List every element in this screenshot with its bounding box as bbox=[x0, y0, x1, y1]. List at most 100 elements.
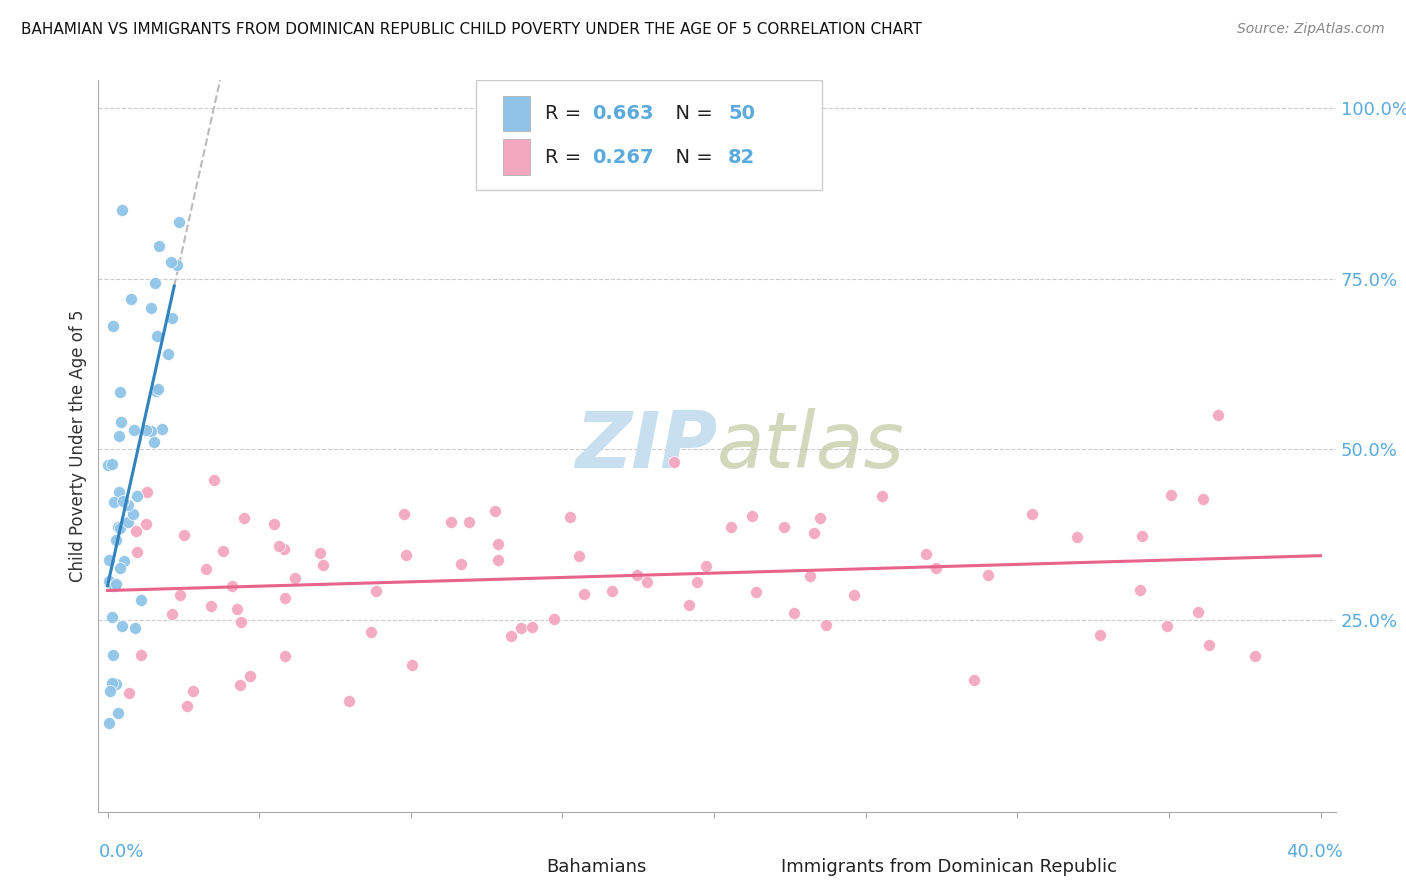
Point bbox=[103, 648, 125, 663]
Point bbox=[145, 328, 167, 343]
Point bbox=[510, 621, 533, 635]
Point bbox=[636, 574, 658, 589]
Point bbox=[499, 629, 522, 643]
FancyBboxPatch shape bbox=[475, 80, 823, 190]
Point bbox=[125, 524, 148, 538]
Text: 50: 50 bbox=[728, 103, 755, 123]
Point bbox=[145, 384, 167, 398]
Point bbox=[914, 547, 936, 561]
Y-axis label: Child Poverty Under the Age of 5: Child Poverty Under the Age of 5 bbox=[69, 310, 87, 582]
Point bbox=[104, 533, 127, 548]
Point bbox=[202, 473, 225, 487]
Point bbox=[108, 521, 131, 535]
Point bbox=[782, 606, 804, 620]
Point bbox=[221, 579, 243, 593]
Point bbox=[194, 562, 217, 576]
Point bbox=[520, 620, 543, 634]
Bar bbox=[503, 139, 530, 175]
Point bbox=[273, 542, 295, 557]
Point bbox=[1187, 605, 1209, 619]
Point bbox=[142, 434, 165, 449]
Point bbox=[339, 694, 361, 708]
Point bbox=[110, 203, 132, 218]
Point bbox=[457, 515, 479, 529]
Point bbox=[120, 292, 142, 306]
Text: Bahamians: Bahamians bbox=[547, 857, 647, 876]
Point bbox=[263, 517, 285, 532]
Point bbox=[366, 584, 388, 599]
Point bbox=[1066, 530, 1088, 544]
Point bbox=[229, 678, 252, 692]
Point bbox=[1090, 628, 1112, 642]
Point bbox=[121, 507, 143, 521]
Point bbox=[103, 494, 125, 508]
Point bbox=[173, 528, 195, 542]
Point bbox=[1198, 638, 1220, 652]
Point bbox=[284, 571, 307, 585]
Point bbox=[678, 598, 700, 612]
Point bbox=[484, 504, 506, 518]
Text: atlas: atlas bbox=[717, 408, 905, 484]
Point bbox=[200, 599, 222, 614]
Point bbox=[181, 684, 204, 698]
Bar bbox=[506, 855, 537, 878]
Point bbox=[267, 539, 290, 553]
Point bbox=[150, 422, 173, 436]
Point bbox=[141, 424, 163, 438]
Point bbox=[176, 698, 198, 713]
Point bbox=[842, 588, 865, 602]
Point bbox=[159, 255, 181, 269]
Point bbox=[110, 415, 132, 429]
Point bbox=[129, 648, 152, 663]
Bar bbox=[742, 855, 773, 878]
Point bbox=[600, 584, 623, 599]
Point bbox=[239, 669, 262, 683]
Point bbox=[440, 516, 463, 530]
Point bbox=[167, 215, 190, 229]
Point bbox=[98, 684, 121, 698]
Text: ZIP: ZIP bbox=[575, 408, 717, 484]
Point bbox=[976, 568, 998, 582]
Point bbox=[136, 485, 159, 500]
Point bbox=[1130, 528, 1153, 542]
Point bbox=[815, 618, 838, 632]
Point bbox=[360, 624, 382, 639]
Point bbox=[107, 706, 129, 720]
Point bbox=[160, 607, 183, 621]
Point bbox=[127, 489, 149, 503]
Point bbox=[745, 585, 768, 599]
Point bbox=[169, 588, 191, 602]
Point bbox=[1129, 583, 1152, 598]
Point bbox=[312, 558, 335, 572]
Text: Source: ZipAtlas.com: Source: ZipAtlas.com bbox=[1237, 22, 1385, 37]
Point bbox=[395, 548, 418, 562]
Point bbox=[803, 525, 825, 540]
Point bbox=[685, 574, 707, 589]
Point bbox=[543, 612, 565, 626]
Point bbox=[741, 508, 763, 523]
Point bbox=[117, 516, 139, 530]
Point bbox=[486, 553, 509, 567]
Point bbox=[1243, 649, 1265, 664]
Point bbox=[135, 424, 157, 438]
Point bbox=[274, 649, 297, 664]
Point bbox=[274, 591, 297, 606]
Text: Immigrants from Dominican Republic: Immigrants from Dominican Republic bbox=[782, 857, 1118, 876]
Point bbox=[117, 686, 139, 700]
Point bbox=[1160, 487, 1182, 501]
Text: R =: R = bbox=[546, 147, 588, 167]
Point bbox=[97, 553, 120, 567]
Point bbox=[963, 673, 986, 687]
Point bbox=[309, 545, 332, 559]
Point bbox=[160, 311, 183, 326]
Point bbox=[1208, 409, 1230, 423]
Point bbox=[111, 619, 134, 633]
Point bbox=[100, 457, 122, 471]
Point bbox=[772, 520, 794, 534]
Point bbox=[107, 520, 129, 534]
Point bbox=[125, 544, 148, 558]
Text: N =: N = bbox=[662, 147, 718, 167]
Point bbox=[103, 319, 125, 334]
Point bbox=[148, 238, 170, 252]
Point bbox=[108, 429, 131, 443]
